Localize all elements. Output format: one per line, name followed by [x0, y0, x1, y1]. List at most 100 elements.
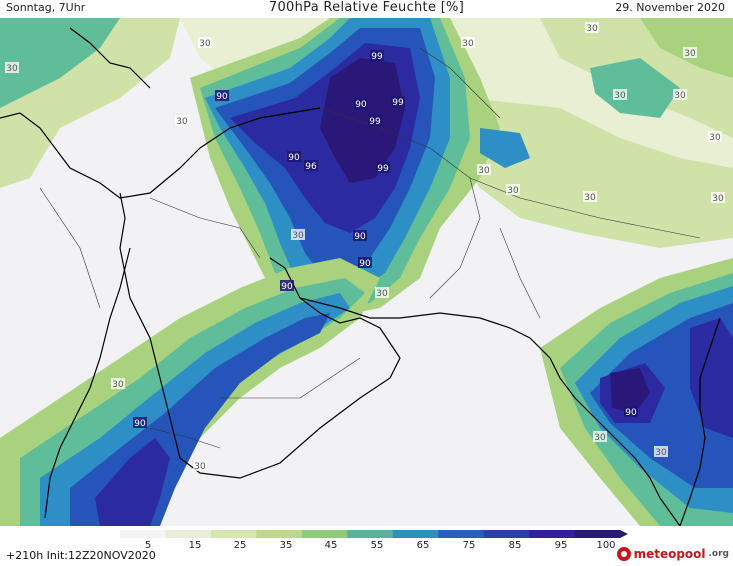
moist-field-northwest — [0, 18, 120, 108]
svg-text:30: 30 — [594, 433, 606, 443]
colorbar-tick-label: 25 — [233, 540, 247, 551]
colorbar-swatch — [438, 530, 485, 538]
svg-text:30: 30 — [292, 231, 304, 241]
contour-value-label: 30 — [613, 89, 627, 101]
svg-text:90: 90 — [288, 153, 300, 163]
contour-value-label: 96 — [304, 160, 318, 172]
contour-value-label: 30 — [375, 287, 389, 299]
humid-max-se — [610, 368, 650, 413]
svg-text:90: 90 — [354, 232, 366, 242]
contour-value-label: 30 — [683, 47, 697, 59]
colorbar-swatch — [301, 530, 348, 538]
logo-text: meteopool — [633, 547, 706, 561]
contour-value-label: 90 — [354, 98, 368, 110]
valid-day-label: Sonntag, 7Uhr — [6, 1, 86, 14]
contour-value-label: 30 — [291, 229, 305, 241]
humid-core-sw — [95, 438, 170, 526]
humid-core-se2 — [690, 318, 733, 438]
svg-text:90: 90 — [359, 259, 371, 269]
contour-value-label: 90 — [133, 417, 147, 429]
colorbar-tick-label: 85 — [508, 540, 522, 551]
svg-text:30: 30 — [586, 24, 598, 34]
colorbar-tick-label: 95 — [554, 540, 568, 551]
colorbar: 5 15 25 35 45 55 65 75 85 95 100 — [0, 526, 733, 566]
colorbar-swatch — [165, 530, 212, 538]
colorbar-tick-label: 100 — [596, 540, 616, 551]
valid-date-label: 29. November 2020 — [615, 1, 725, 14]
svg-text:30: 30 — [199, 39, 211, 49]
contour-value-label: 90 — [287, 151, 301, 163]
contour-value-label: 99 — [391, 96, 405, 108]
svg-text:90: 90 — [625, 408, 637, 418]
colorbar-tick-label: 15 — [188, 540, 202, 551]
svg-text:90: 90 — [134, 419, 146, 429]
svg-text:30: 30 — [194, 462, 206, 472]
svg-text:30: 30 — [712, 194, 724, 204]
colorbar-swatch — [392, 530, 439, 538]
logo-tld: .org — [708, 549, 729, 559]
colorbar-swatch — [574, 530, 621, 538]
svg-text:30: 30 — [614, 91, 626, 101]
colorbar-tick-label: 75 — [462, 540, 476, 551]
contour-value-label: 90 — [280, 280, 294, 292]
logo-mark-icon — [616, 547, 631, 561]
svg-text:90: 90 — [216, 92, 228, 102]
svg-text:30: 30 — [6, 64, 18, 74]
svg-text:30: 30 — [709, 133, 721, 143]
svg-text:30: 30 — [462, 39, 474, 49]
humid-patch-ne — [590, 58, 680, 118]
contour-value-label: 99 — [376, 162, 390, 174]
contour-value-label: 30 — [5, 62, 19, 74]
colorbar-swatch — [256, 530, 303, 538]
svg-text:90: 90 — [281, 282, 293, 292]
svg-text:99: 99 — [377, 164, 389, 174]
colorbar-swatch — [210, 530, 257, 538]
svg-text:96: 96 — [305, 162, 317, 172]
humid-patch-pakistan — [480, 128, 530, 168]
svg-text:30: 30 — [112, 380, 124, 390]
contour-value-label: 30 — [593, 431, 607, 443]
contour-value-label: 30 — [175, 115, 189, 127]
colorbar-tick-label: 5 — [144, 540, 152, 551]
map-title: 700hPa Relative Feuchte [%] — [268, 0, 465, 15]
colorbar-swatch — [120, 530, 166, 538]
svg-text:90: 90 — [355, 100, 367, 110]
contour-value-label: 90 — [353, 230, 367, 242]
contour-value-label: 30 — [711, 192, 725, 204]
contour-value-label: 30 — [461, 37, 475, 49]
coastlines — [0, 27, 721, 526]
svg-text:30: 30 — [478, 166, 490, 176]
humid-max-iran — [320, 58, 405, 183]
contour-value-label: 30 — [708, 131, 722, 143]
colorbar-swatch — [347, 530, 394, 538]
contour-value-label: 90 — [358, 257, 372, 269]
contour-value-label: 90 — [624, 406, 638, 418]
colorbar-tick-label: 45 — [324, 540, 338, 551]
svg-text:30: 30 — [507, 186, 519, 196]
svg-text:30: 30 — [674, 91, 686, 101]
moist-field-east-belt — [455, 98, 733, 248]
contour-value-label: 30 — [193, 460, 207, 472]
svg-text:99: 99 — [392, 98, 404, 108]
svg-text:30: 30 — [655, 448, 667, 458]
contour-value-label: 30 — [477, 164, 491, 176]
svg-text:30: 30 — [376, 289, 388, 299]
svg-text:30: 30 — [584, 193, 596, 203]
contour-value-label: 30 — [673, 89, 687, 101]
colorbar-end-arrow — [620, 530, 628, 538]
svg-text:99: 99 — [369, 117, 381, 127]
colorbar-strip — [120, 530, 628, 538]
contour-value-label: 30 — [583, 191, 597, 203]
contour-value-label: 30 — [506, 184, 520, 196]
contour-value-label: 30 — [198, 37, 212, 49]
svg-text:30: 30 — [176, 117, 188, 127]
colorbar-tick-label: 55 — [370, 540, 384, 551]
brand-logo[interactable]: meteopool .org — [616, 545, 729, 563]
svg-text:99: 99 — [371, 52, 383, 62]
contour-value-label: 30 — [585, 22, 599, 34]
colorbar-tick-label: 65 — [416, 540, 430, 551]
colorbar-swatch — [483, 530, 530, 538]
svg-text:30: 30 — [684, 49, 696, 59]
